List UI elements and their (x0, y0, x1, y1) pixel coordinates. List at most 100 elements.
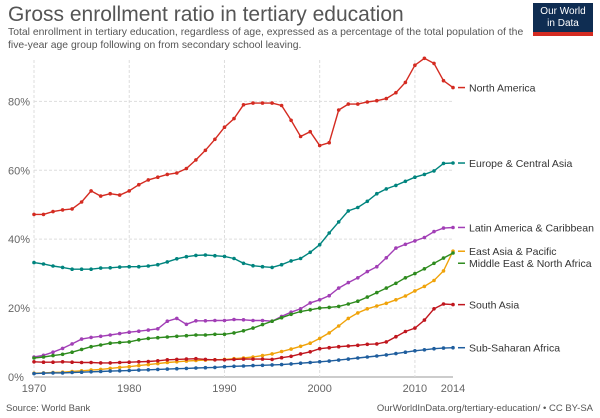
data-point (127, 364, 131, 369)
data-point (127, 340, 131, 344)
data-point (270, 265, 274, 270)
data-point (156, 367, 160, 372)
data-point (289, 312, 293, 317)
data-point (384, 340, 389, 344)
data-point (89, 360, 93, 365)
data-point (79, 200, 84, 204)
data-point (146, 328, 151, 332)
data-point (184, 254, 189, 259)
data-point (51, 371, 55, 375)
data-point (365, 342, 370, 347)
data-point (260, 101, 265, 105)
data-point (194, 356, 198, 361)
data-point (165, 358, 170, 362)
data-point (213, 318, 217, 323)
data-point (270, 357, 274, 362)
data-point (203, 148, 208, 153)
data-point (232, 357, 236, 362)
data-point (108, 341, 112, 346)
data-point (356, 102, 360, 106)
data-point (146, 264, 151, 268)
data-point (327, 359, 332, 363)
legend-labels: North America Europe & Central Asia Latin … (458, 82, 594, 355)
data-point (308, 350, 313, 354)
data-point (213, 253, 217, 258)
data-point (346, 102, 351, 106)
data-point (232, 317, 236, 322)
data-point (89, 189, 93, 193)
data-point (98, 334, 103, 339)
data-point (60, 346, 65, 351)
data-point (308, 129, 313, 134)
owid-logo[interactable]: Our World in Data (533, 3, 593, 36)
y-tick-label: 20% (8, 303, 30, 315)
data-point (413, 289, 417, 293)
data-point (279, 315, 284, 320)
data-point (108, 333, 112, 337)
legend-label: North America (469, 82, 536, 94)
data-point (165, 319, 170, 324)
data-point (251, 363, 255, 368)
data-point (98, 369, 103, 374)
data-point (308, 250, 313, 255)
y-tick-label: 0% (8, 372, 24, 384)
data-point (137, 338, 141, 342)
data-point (117, 340, 122, 345)
footer-link[interactable]: OurWorldInData.org/tertiary-education/ •… (376, 403, 593, 414)
data-point (70, 207, 74, 211)
data-point (251, 357, 255, 361)
data-point (194, 158, 198, 162)
data-point (60, 265, 65, 270)
data-point (222, 332, 227, 337)
data-point (336, 324, 341, 328)
data-point (184, 357, 189, 361)
data-point (298, 361, 303, 366)
data-point (137, 264, 141, 269)
data-point (451, 225, 455, 230)
series-middle-east-north-africa (32, 251, 455, 360)
data-point (394, 246, 398, 250)
data-point (432, 307, 436, 311)
data-point (384, 286, 389, 290)
data-point (432, 261, 436, 266)
data-point (289, 118, 293, 123)
chart-subtitle: Total enrollment in tertiary education, … (8, 27, 524, 51)
data-point (70, 267, 74, 272)
data-point (79, 360, 84, 365)
data-point (108, 361, 112, 365)
data-point (60, 360, 65, 364)
data-point (422, 318, 427, 322)
data-point (51, 350, 55, 355)
data-point (336, 344, 341, 349)
data-point (251, 326, 255, 330)
data-point (251, 318, 255, 323)
data-point (317, 242, 322, 247)
data-point (108, 191, 112, 196)
data-point (156, 262, 160, 267)
data-point (394, 334, 398, 339)
data-point (451, 85, 455, 90)
data-point (279, 362, 284, 367)
data-point (260, 363, 265, 368)
data-point (298, 352, 303, 356)
series-latin-america-caribbean (32, 225, 455, 359)
data-point (317, 346, 322, 351)
data-point (79, 347, 84, 352)
data-point (375, 342, 379, 346)
data-point (156, 361, 160, 366)
series-line (33, 226, 454, 358)
data-point (384, 301, 389, 306)
logo-line-2: in Data (547, 18, 579, 29)
data-point (375, 98, 379, 103)
data-point (260, 264, 265, 269)
data-point (365, 355, 370, 359)
source-note[interactable]: Source: World Bank (6, 403, 91, 414)
series-layer (32, 56, 455, 376)
data-point (413, 326, 417, 330)
data-point (117, 360, 122, 365)
data-point (317, 306, 322, 310)
data-point (413, 175, 417, 179)
data-point (222, 254, 227, 259)
data-point (127, 360, 131, 365)
data-point (175, 257, 179, 261)
